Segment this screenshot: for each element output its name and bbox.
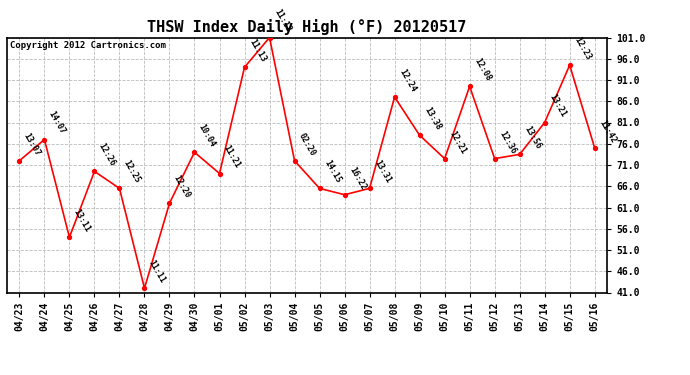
Text: 12:21: 12:21 (447, 129, 467, 155)
Text: 16:22: 16:22 (347, 165, 367, 191)
Text: 14:07: 14:07 (47, 110, 67, 136)
Text: 11:13: 11:13 (247, 38, 267, 64)
Text: 12:23: 12:23 (572, 36, 593, 62)
Text: 12:20: 12:20 (172, 174, 193, 200)
Text: 10:04: 10:04 (197, 123, 217, 149)
Text: 11:11: 11:11 (147, 259, 167, 285)
Text: 11:42: 11:42 (598, 118, 618, 145)
Text: Copyright 2012 Cartronics.com: Copyright 2012 Cartronics.com (10, 41, 166, 50)
Text: 13:11: 13:11 (72, 208, 92, 234)
Text: 13:31: 13:31 (372, 159, 393, 185)
Text: 13:56: 13:56 (522, 125, 542, 151)
Text: 14:15: 14:15 (322, 159, 342, 185)
Text: 12:36: 12:36 (497, 129, 518, 155)
Text: 12:24: 12:24 (397, 68, 417, 94)
Text: 12:08: 12:08 (472, 57, 493, 83)
Text: 11:12: 11:12 (272, 8, 293, 34)
Text: 11:21: 11:21 (222, 144, 242, 170)
Text: 12:26: 12:26 (97, 142, 117, 168)
Text: 13:38: 13:38 (422, 106, 442, 132)
Text: 02:20: 02:20 (297, 131, 317, 158)
Title: THSW Index Daily High (°F) 20120517: THSW Index Daily High (°F) 20120517 (148, 19, 466, 35)
Text: 13:21: 13:21 (547, 93, 567, 119)
Text: 13:07: 13:07 (22, 131, 42, 158)
Text: 12:25: 12:25 (122, 159, 142, 185)
